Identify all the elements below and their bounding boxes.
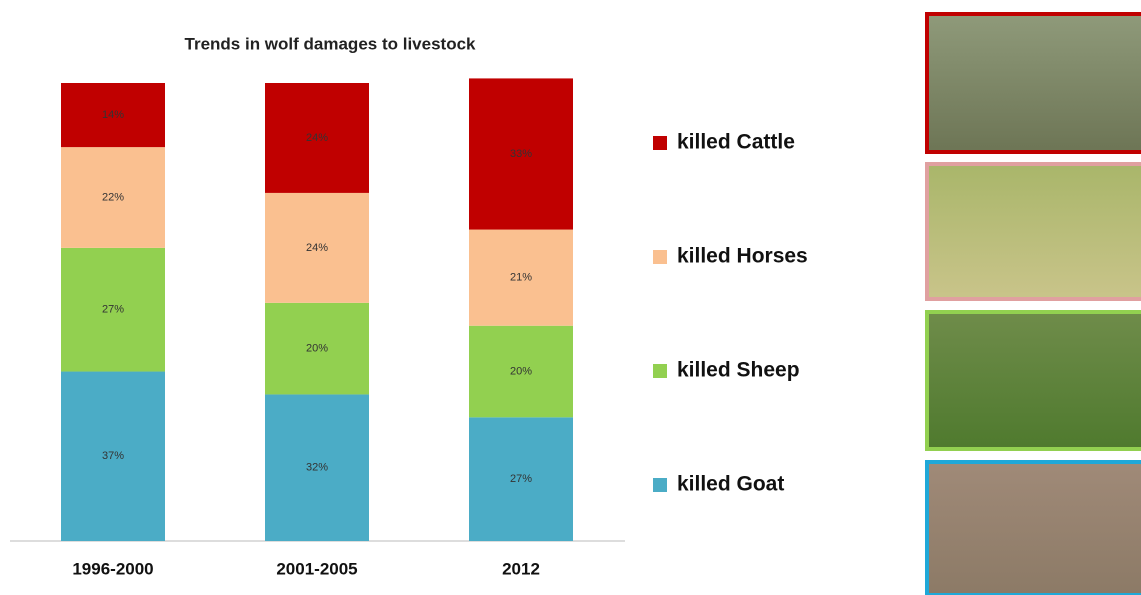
sheep-photo [925,310,1141,451]
x-tick-label: 2012 [502,559,540,578]
legend-label: killed Goat [677,473,784,496]
bar-segment [469,325,573,418]
legend-swatch [653,478,667,492]
value-label: 27% [510,473,532,485]
bar-segment [265,192,369,303]
x-tick-label: 1996-2000 [72,559,153,578]
legend-swatch [653,364,667,378]
bar-segment [61,371,165,541]
value-label: 22% [102,191,124,203]
bar-segment [61,147,165,248]
value-label: 32% [306,462,328,474]
value-label: 24% [306,242,328,254]
legend-label: killed Sheep [677,359,800,382]
value-label: 21% [510,272,532,284]
bar-segment [61,83,165,148]
bar-segment [265,394,369,541]
bar-segment [469,417,573,541]
goat-photo [925,460,1141,595]
photos [925,12,1141,595]
legend-label: killed Horses [677,245,808,268]
value-label: 20% [510,365,532,377]
value-label: 33% [510,148,532,160]
bar-segment [265,83,369,193]
value-label: 27% [102,304,124,316]
legend-label: killed Cattle [677,131,795,154]
value-label: 37% [102,450,124,462]
bar-segment [469,78,573,230]
legend-swatch [653,136,667,150]
value-label: 14% [102,109,124,121]
bar-segment [265,302,369,395]
legend-swatch [653,250,667,264]
x-tick-label: 2001-2005 [276,559,357,578]
chart-title: Trends in wolf damages to livestock [185,34,477,53]
horse-photo [925,162,1141,301]
cattle-photo [925,12,1141,154]
bar-segment [61,247,165,372]
bar-segment [469,229,573,326]
value-label: 20% [306,343,328,355]
value-label: 24% [306,132,328,144]
